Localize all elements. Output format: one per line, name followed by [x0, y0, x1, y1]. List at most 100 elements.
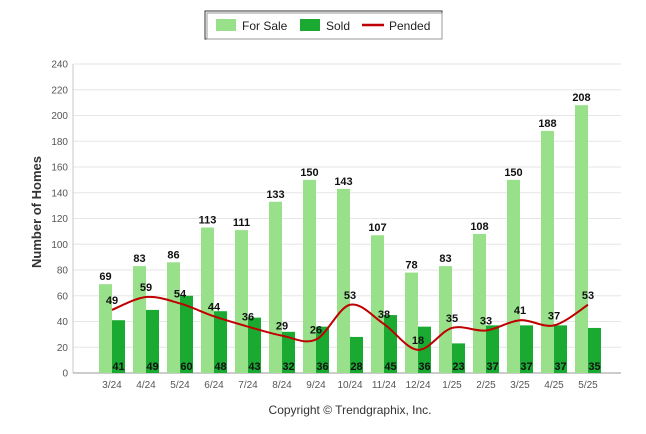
data-label-pended: 44 [208, 301, 221, 313]
data-label-for-sale: 83 [133, 253, 145, 265]
data-label-sold: 45 [384, 361, 396, 373]
legend-swatch-for-sale [216, 19, 236, 31]
bar-sold [486, 325, 499, 373]
bar-sold [384, 315, 397, 373]
y-tick-label: 20 [57, 343, 69, 354]
data-label-sold: 49 [146, 361, 158, 373]
data-label-pended: 54 [174, 288, 187, 300]
bar-for-sale [303, 179, 316, 373]
data-label-for-sale: 111 [233, 217, 250, 229]
y-tick-label: 160 [51, 163, 68, 174]
x-tick-label: 10/24 [337, 380, 362, 391]
x-tick-label: 8/24 [272, 380, 292, 391]
data-label-for-sale: 86 [167, 249, 179, 261]
bar-for-sale [337, 188, 350, 373]
data-label-for-sale: 69 [99, 271, 111, 283]
data-label-for-sale: 108 [470, 221, 488, 233]
legend-label-pended: Pended [389, 19, 430, 33]
label-layer: 69 41 83 49 86 60 113 48 111 43 133 32 150 36 143 28 107… [99, 92, 600, 373]
legend-label-sold: Sold [326, 19, 350, 33]
bar-sold [350, 336, 363, 373]
bar-for-sale [405, 272, 418, 373]
x-tick-label: 7/24 [238, 380, 258, 391]
data-label-pended: 26 [310, 325, 322, 337]
y-tick-label: 140 [51, 188, 68, 199]
data-label-sold: 43 [248, 361, 260, 373]
data-label-sold: 28 [350, 361, 362, 373]
data-label-for-sale: 113 [199, 215, 217, 227]
bar-sold [180, 295, 193, 373]
y-tick-label: 100 [51, 240, 68, 251]
x-tick-label: 12/24 [405, 380, 430, 391]
data-label-pended: 29 [276, 321, 288, 333]
y-axis-label: Number of Homes [29, 156, 44, 268]
data-label-for-sale: 83 [439, 253, 451, 265]
bar-sold [452, 343, 465, 373]
bar-sold [554, 325, 567, 373]
data-label-sold: 60 [180, 361, 192, 373]
y-tick-label: 80 [57, 266, 69, 277]
x-tick-label: 11/24 [372, 380, 397, 391]
bar-sold [520, 325, 533, 373]
data-label-pended: 33 [480, 316, 492, 328]
data-label-pended: 53 [344, 290, 356, 302]
bar-sold [418, 326, 431, 373]
x-tick-label: 9/24 [306, 380, 326, 391]
x-tick-label: 6/24 [204, 380, 224, 391]
data-label-for-sale: 133 [266, 189, 284, 201]
y-tick-label: 40 [57, 317, 69, 328]
bar-sold [248, 317, 261, 373]
y-tick-label: 120 [51, 214, 68, 225]
data-label-sold: 37 [520, 361, 532, 373]
data-label-for-sale: 78 [405, 260, 417, 272]
bar-for-sale [133, 266, 146, 373]
data-label-for-sale: 107 [368, 222, 386, 234]
data-label-for-sale: 188 [538, 118, 556, 130]
y-tick-label: 240 [51, 60, 68, 71]
bar-sold [588, 327, 601, 373]
line-layer [111, 295, 589, 351]
x-tick-label: 4/24 [136, 380, 156, 391]
y-tick-label: 60 [57, 291, 69, 302]
bar-sold [112, 320, 125, 373]
x-tick-label: 5/25 [578, 380, 598, 391]
bar-for-sale [235, 230, 248, 373]
data-label-sold: 36 [316, 361, 328, 373]
bar-for-sale [439, 266, 452, 373]
bar-sold [214, 311, 227, 373]
data-label-for-sale: 150 [300, 167, 318, 179]
data-label-pended: 38 [378, 309, 390, 321]
x-tick-label: 3/24 [102, 380, 122, 391]
data-label-pended: 41 [514, 305, 526, 317]
axis-layer: 0 20 40 60 80 100 120 140 160 180 200 220 240 3/24 4/2… [51, 60, 621, 391]
y-tick-label: 0 [62, 369, 68, 380]
data-label-sold: 37 [554, 361, 566, 373]
x-tick-label: 4/25 [544, 380, 564, 391]
data-label-pended: 18 [412, 335, 424, 347]
data-label-sold: 32 [282, 361, 294, 373]
data-label-sold: 48 [214, 361, 226, 373]
bar-for-sale [371, 235, 384, 373]
data-label-sold: 37 [486, 361, 498, 373]
legend: For Sale Sold Pended [204, 10, 443, 40]
legend-box [204, 10, 443, 40]
x-tick-label: 5/24 [170, 380, 190, 391]
bar-for-sale [201, 227, 214, 373]
bar-for-sale [99, 284, 112, 373]
x-tick-label: 1/25 [442, 380, 462, 391]
data-label-for-sale: 208 [572, 92, 590, 104]
data-label-sold: 41 [112, 361, 124, 373]
bar-for-sale [541, 130, 554, 373]
copyright-credit: Copyright © Trendgraphix, Inc. [269, 403, 432, 417]
data-label-sold: 35 [588, 361, 600, 373]
data-label-pended: 53 [582, 290, 594, 302]
bar-layer [99, 105, 601, 373]
data-label-sold: 23 [452, 361, 464, 373]
bar-for-sale [575, 105, 588, 373]
x-tick-label: 3/25 [510, 380, 530, 391]
x-tick-label: 2/25 [476, 380, 496, 391]
y-tick-label: 180 [51, 137, 68, 148]
data-label-for-sale: 150 [504, 167, 522, 179]
